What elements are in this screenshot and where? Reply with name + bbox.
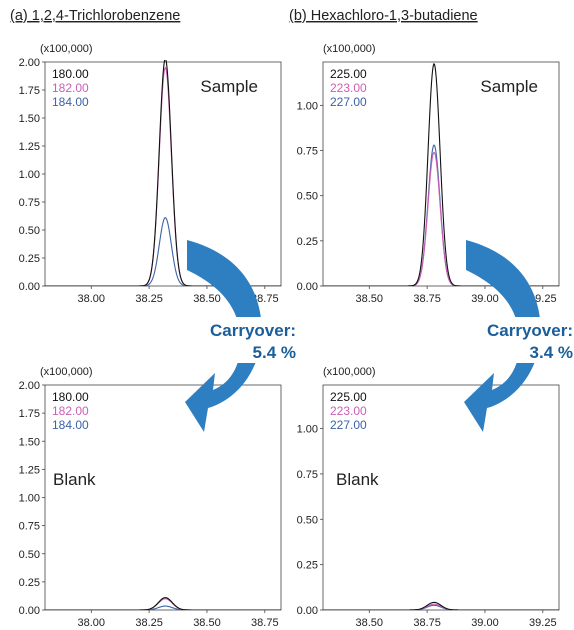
y-tick-label: 0.25 [297,236,318,248]
x-tick-label: 38.75 [413,617,441,629]
series-line-227-00 [323,604,559,610]
plot-frame [322,384,560,611]
y-tick-label: 0.75 [19,521,40,533]
x-tick-label: 39.25 [529,617,557,629]
y-tick-label: 1.25 [19,141,40,153]
carryover-b-label: Carryover: [487,321,573,340]
y-tick-label: 1.00 [297,424,318,436]
carryover-arrow-a-icon [185,240,262,432]
y-tick-label: 0.00 [297,605,318,617]
legend-entry: 182.00 [52,81,89,95]
y-tick-label: 2.00 [19,57,40,69]
y-tick-label: 1.50 [19,436,40,448]
y-tick-label: 0.50 [19,225,40,237]
series-line-223-00 [323,603,559,610]
y-multiplier-label: (x100,000) [40,366,93,378]
legend-entry: 227.00 [330,95,367,109]
legend-entry: 225.00 [330,67,367,81]
title-a: (a) 1,2,4-Trichlorobenzene [10,8,180,24]
chart-panel-1: 0.00 0.25 0.50 0.75 1.00 1.25 1.50 1.75 2.00 38.0… [19,43,282,305]
x-tick-label: 38.25 [135,617,163,629]
legend-entry: 225.00 [330,390,367,404]
y-tick-label: 0.50 [297,514,318,526]
series-line-184-00 [45,605,281,610]
legend-entry: 182.00 [52,404,89,418]
y-tick-label: 0.50 [297,191,318,203]
x-tick-label: 39.00 [471,293,499,305]
carryover-b-backdrop [468,317,572,363]
y-tick-label: 1.50 [19,113,40,125]
legend-entry: 184.00 [52,95,89,109]
y-tick-label: 1.75 [19,408,40,420]
y-tick-label: 1.00 [19,169,40,181]
legend-entry: 180.00 [52,67,89,81]
y-tick-label: 0.25 [297,560,318,572]
legend-entry: 223.00 [330,404,367,418]
x-tick-label: 38.75 [251,293,279,305]
x-tick-label: 38.25 [135,293,163,305]
carryover-arrows [185,240,541,432]
series-line-225-00 [323,62,559,286]
chart-panel-4: 0.00 0.25 0.50 0.75 1.00 38.50 38.75 39.00 39.25… [297,366,560,629]
y-tick-label: 0.00 [297,281,318,293]
y-tick-label: 0.25 [19,253,40,265]
series-line-184-00 [45,217,281,286]
panel-label: Blank [336,470,379,489]
y-tick-label: 0.00 [19,605,40,617]
carryover-a-label: Carryover: [210,321,296,340]
legend-entry: 184.00 [52,418,89,432]
legend-entry: 227.00 [330,418,367,432]
x-tick-label: 38.00 [78,617,106,629]
y-tick-label: 1.00 [19,493,40,505]
x-tick-label: 38.75 [251,617,279,629]
series-line-225-00 [323,601,559,610]
legend-entry: 223.00 [330,81,367,95]
plot-frame [322,61,560,287]
x-tick-label: 39.00 [471,617,499,629]
series-line-182-00 [45,66,281,286]
y-tick-label: 0.75 [297,469,318,481]
x-tick-label: 38.50 [193,617,221,629]
y-tick-label: 0.75 [19,197,40,209]
y-tick-label: 0.75 [297,146,318,158]
panel-label: Blank [53,470,96,489]
panel-label: Sample [200,77,258,96]
x-tick-label: 38.00 [78,293,106,305]
carryover-a-backdrop [198,317,298,363]
x-tick-label: 38.50 [193,293,221,305]
carryover-a-value: 5.4 % [253,343,296,362]
x-tick-label: 38.75 [413,293,441,305]
carryover-b-value: 3.4 % [530,343,573,362]
series-line-182-00 [45,598,281,610]
series-line-223-00 [323,151,559,286]
y-tick-label: 0.50 [19,549,40,561]
y-tick-label: 1.00 [297,100,318,112]
series-line-180-00 [45,60,281,286]
chart-panel-3: 0.00 0.25 0.50 0.75 1.00 1.25 1.50 1.75 2.00 38.0… [19,366,282,629]
carryover-arrow-b-icon [464,240,541,432]
y-multiplier-label: (x100,000) [40,43,93,55]
y-multiplier-label: (x100,000) [323,43,376,55]
y-tick-label: 1.75 [19,85,40,97]
series-line-180-00 [45,597,281,610]
y-multiplier-label: (x100,000) [323,366,376,378]
x-tick-label: 38.50 [356,617,384,629]
legend-entry: 180.00 [52,390,89,404]
x-tick-label: 38.50 [356,293,384,305]
y-tick-label: 2.00 [19,380,40,392]
y-tick-label: 0.00 [19,281,40,293]
title-b: (b) Hexachloro-1,3-butadiene [289,8,478,24]
panel-label: Sample [480,77,538,96]
y-tick-label: 1.25 [19,464,40,476]
y-tick-label: 0.25 [19,577,40,589]
